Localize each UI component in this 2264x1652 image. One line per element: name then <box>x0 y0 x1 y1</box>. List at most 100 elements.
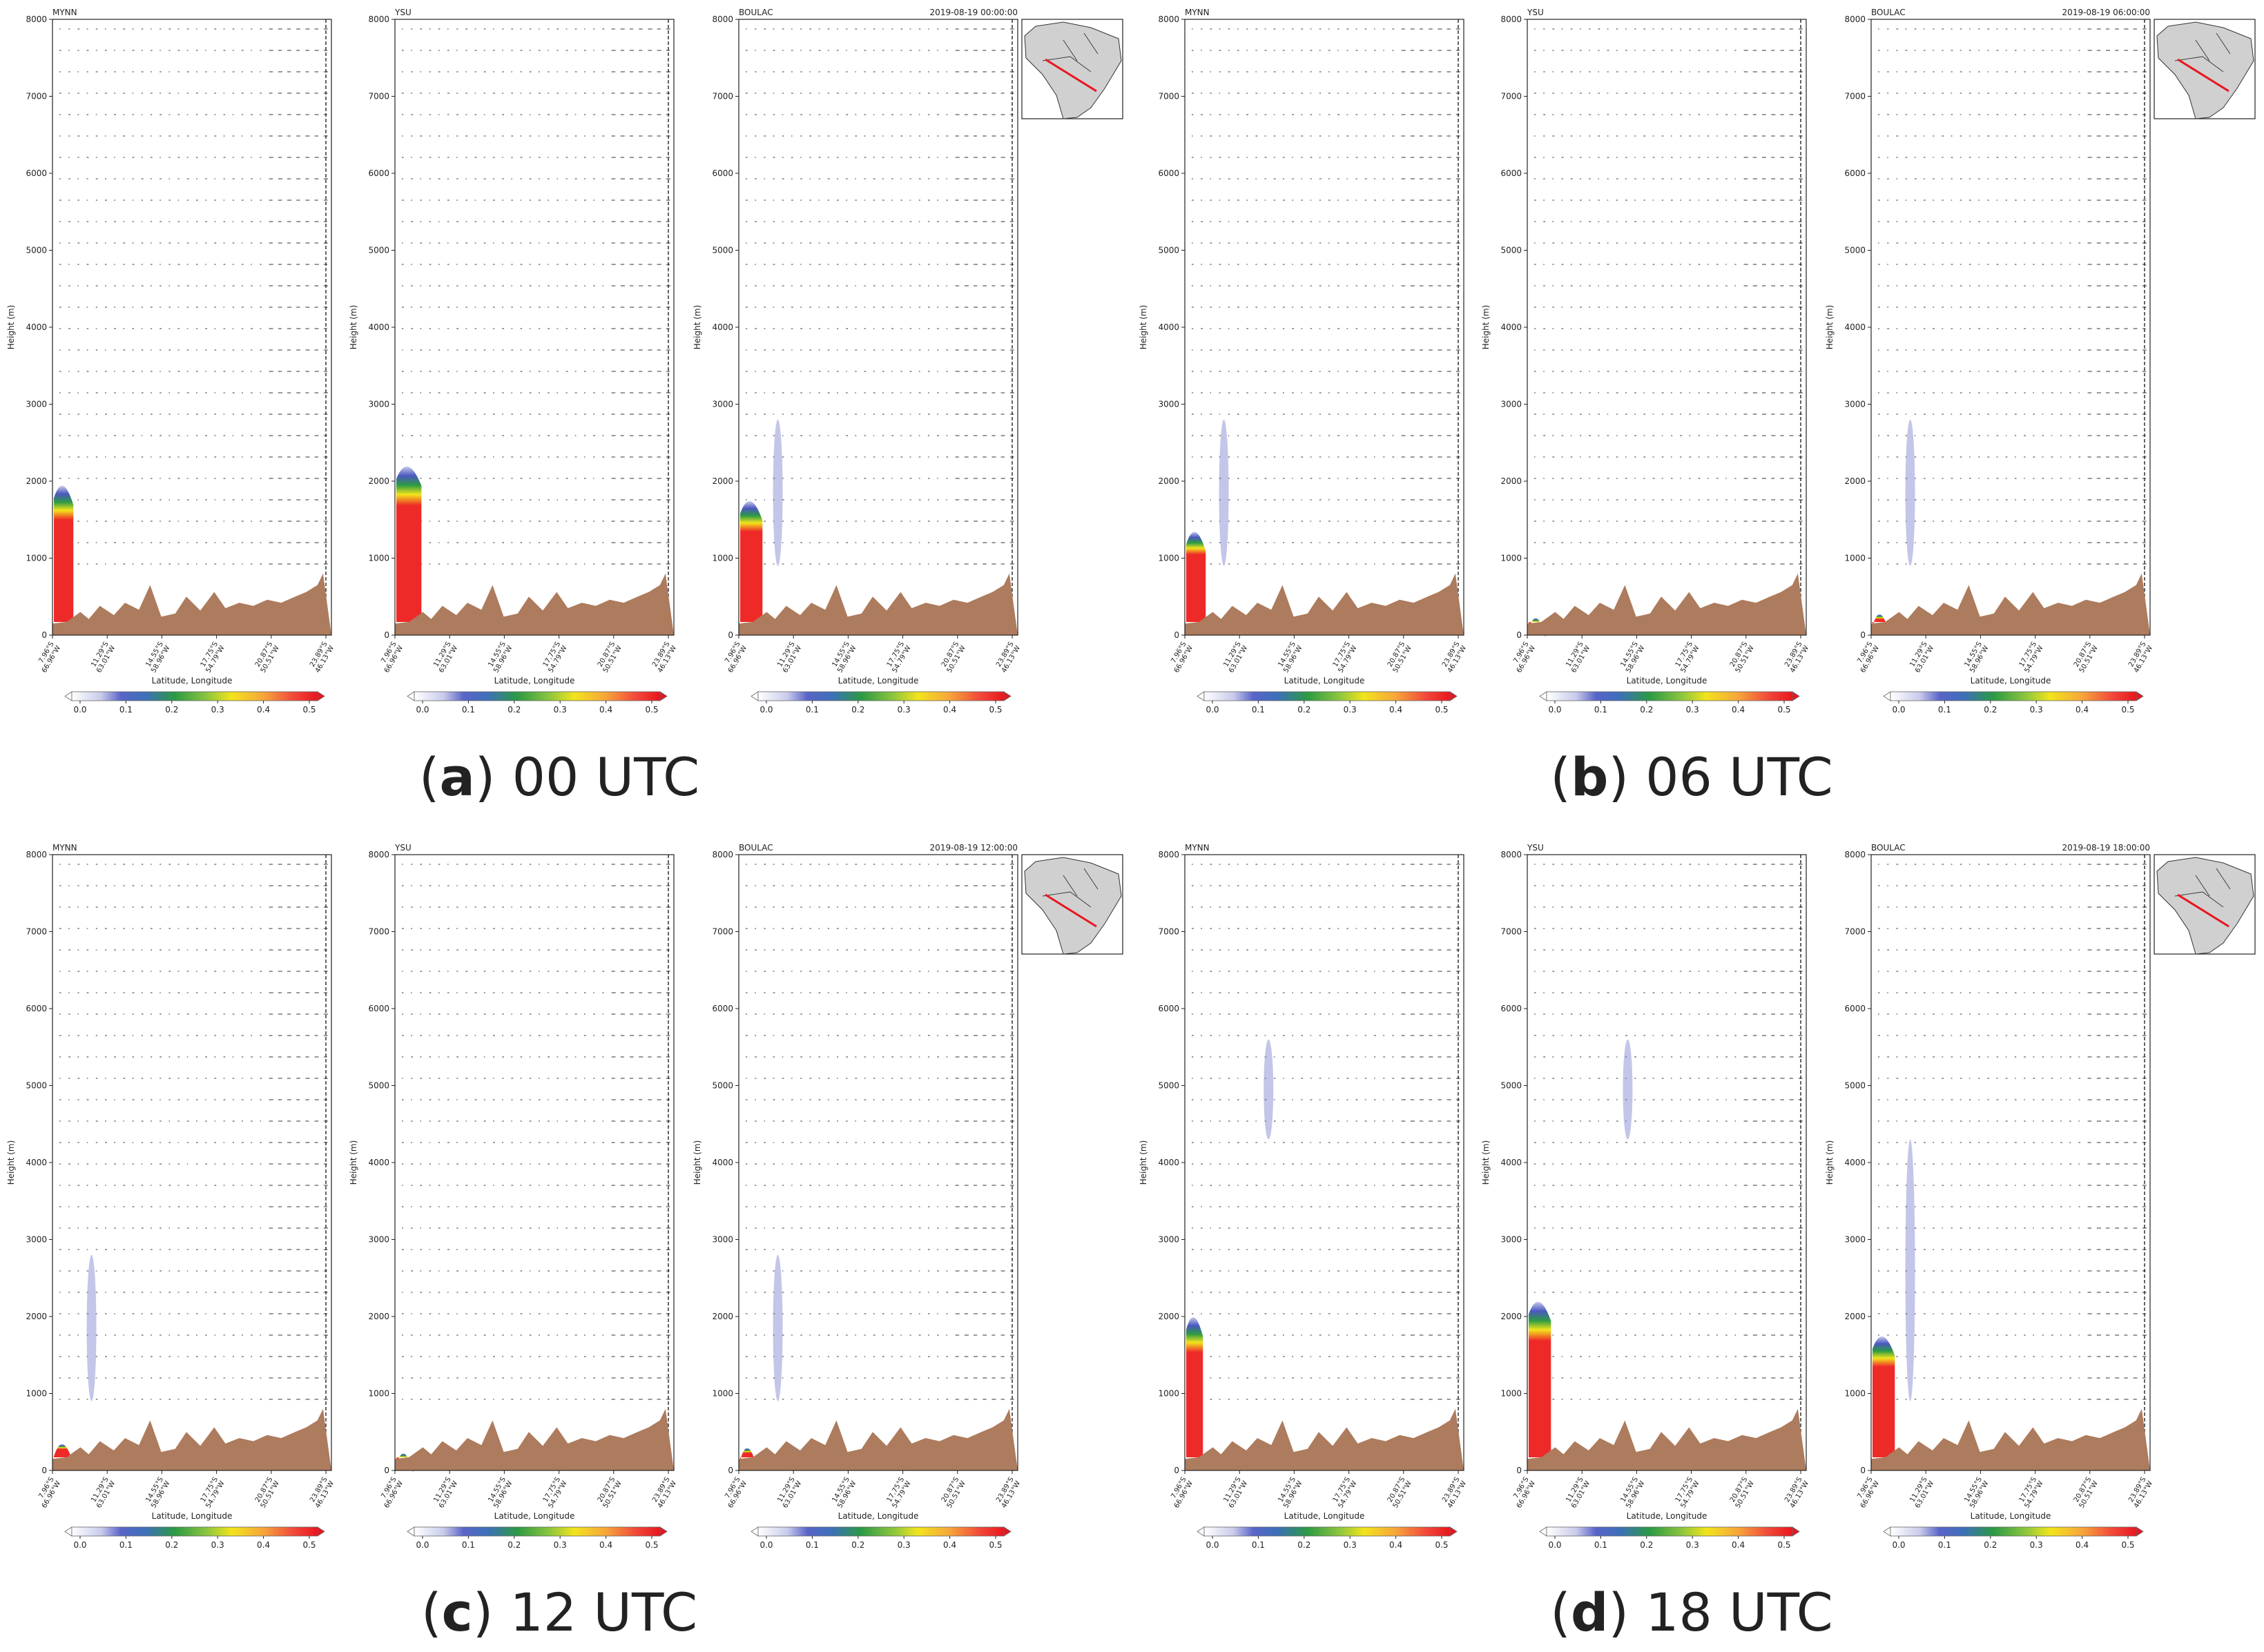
colorbar-under-arrow <box>64 691 72 701</box>
y-tick-label: 7000 <box>1158 92 1179 101</box>
colorbar-over-arrow <box>317 691 325 701</box>
x-tick-label: 14.55°S58.96°W <box>1618 641 1647 674</box>
colorbar-tick-label: 0.3 <box>554 705 567 715</box>
colorbar-tick-label: 0.1 <box>119 705 133 715</box>
colorbar-tick-label: 0.2 <box>851 705 864 715</box>
x-tick-label: 17.75°S54.79°W <box>541 641 569 674</box>
scheme-title: BOULAC <box>739 8 773 17</box>
y-tick-label: 4000 <box>1500 322 1522 332</box>
x-tick-label: 23.89°S46.13°W <box>1440 641 1468 674</box>
x-tick-label: 20.87°S50.51°W <box>1728 641 1756 674</box>
scheme-title: YSU <box>1527 8 1544 17</box>
x-tick-label: 7.96°S66.96°W <box>720 641 748 674</box>
y-tick-label: 2000 <box>712 476 733 486</box>
colorbar-gradient <box>1546 691 1793 701</box>
cross-section-panel: BOULAC 2019-08-19 00:00:00 0 1000 2000 3000 40… <box>693 8 1123 715</box>
y-tick-label: 6000 <box>368 168 389 178</box>
caption-letter: a <box>440 746 475 808</box>
colorbar-tick-label: 0.0 <box>1206 705 1219 715</box>
colorbar-tick-label: 0.2 <box>1640 705 1653 715</box>
x-axis-label: Latitude, Longitude <box>1627 676 1707 686</box>
x-tick-label: 23.89°S46.13°W <box>307 641 336 674</box>
x-tick-label: 23.89°S46.13°W <box>994 641 1022 674</box>
y-tick-label: 6000 <box>1158 168 1179 178</box>
y-tick-label: 4000 <box>1158 322 1179 332</box>
colorbar-over-arrow <box>1792 691 1800 701</box>
colorbar-tick-label: 0.0 <box>416 705 429 715</box>
colorbar-tick-label: 0.5 <box>645 705 658 715</box>
y-tick-label: 4000 <box>712 322 733 332</box>
y-tick-label: 0 <box>728 630 733 640</box>
x-axis-label: Latitude, Longitude <box>1284 676 1365 686</box>
x-tick-label: 7.96°S66.96°W <box>1509 641 1537 674</box>
x-tick-label: 14.55°S58.96°W <box>830 641 858 674</box>
colorbar-tick-label: 0.3 <box>211 705 224 715</box>
cross-section-panel: MYNN 0 1000 2000 3000 4000 5000 6000 7000 8000 Hei… <box>1139 8 1468 715</box>
y-axis: 0 1000 2000 3000 4000 5000 6000 7000 8000 Height … <box>1139 14 1185 640</box>
concentration-plume <box>1186 532 1206 623</box>
y-axis-label: Height (m) <box>6 305 16 350</box>
colorbar-gradient <box>71 691 318 701</box>
colorbar-tick-label: 0.5 <box>1777 705 1790 715</box>
y-tick-label: 7000 <box>1500 92 1522 101</box>
terrain-profile <box>52 573 331 635</box>
x-axis: 7.96°S66.96°W 11.29°S63.01°W 14.55°S58.96°… <box>1509 635 1810 686</box>
x-tick-label: 7.96°S66.96°W <box>34 641 62 674</box>
terrain-profile <box>739 573 1018 635</box>
y-tick-label: 6000 <box>712 168 733 178</box>
x-tick-label: 7.96°S66.96°W <box>1166 641 1194 674</box>
colorbar-under-arrow <box>751 691 759 701</box>
y-tick-label: 3000 <box>1500 400 1522 409</box>
caption-close-paren: ) <box>475 746 512 808</box>
colorbar-under-arrow <box>1539 691 1547 701</box>
elevated-plume <box>773 419 783 566</box>
y-tick-label: 5000 <box>368 246 389 255</box>
x-tick-label: 11.29°S63.01°W <box>89 641 117 674</box>
x-axis-label: Latitude, Longitude <box>152 676 233 686</box>
y-tick-label: 4000 <box>368 322 389 332</box>
x-tick-label: 11.29°S63.01°W <box>1564 641 1592 674</box>
colorbar: 0.0 0.1 0.2 0.3 0.4 0.5 <box>407 691 668 715</box>
y-tick-label: 7000 <box>26 92 47 101</box>
country-borders <box>1042 32 1099 72</box>
x-tick-label: 20.87°S50.51°W <box>939 641 967 674</box>
y-tick-label: 7000 <box>712 92 733 101</box>
scheme-title: MYNN <box>52 8 77 17</box>
y-tick-label: 3000 <box>26 400 47 409</box>
colorbar-gradient <box>1203 691 1451 701</box>
colorbar-over-arrow <box>1449 691 1458 701</box>
x-axis: 7.96°S66.96°W 11.29°S63.01°W 14.55°S58.96°… <box>380 635 678 686</box>
y-axis: 0 1000 2000 3000 4000 5000 6000 7000 8000 Height … <box>349 14 395 640</box>
y-tick-label: 8000 <box>1500 14 1522 24</box>
colorbar: 0.0 0.1 0.2 0.3 0.4 0.5 <box>1197 691 1458 715</box>
colorbar-tick-label: 0.2 <box>165 705 178 715</box>
x-axis: 7.96°S66.96°W 11.29°S63.01°W 14.55°S58.96°… <box>720 635 1022 686</box>
terrain-profile <box>395 573 674 635</box>
x-tick-label: 20.87°S50.51°W <box>595 641 623 674</box>
colorbar-tick-label: 0.5 <box>1435 705 1448 715</box>
y-tick-label: 3000 <box>712 400 733 409</box>
y-tick-label: 4000 <box>26 322 47 332</box>
colorbar-tick-label: 0.1 <box>1594 705 1607 715</box>
cross-section-panel: BOULAC 2019-08-19 06:00:00010002000300040… <box>1825 8 2256 715</box>
colorbar-tick-label: 0.5 <box>302 705 316 715</box>
y-tick-label: 8000 <box>368 14 389 24</box>
panel-group-a: MYNN 0 1000 2000 3000 4000 5000 6000 7000 8000 Hei… <box>6 8 1123 808</box>
y-tick-label: 5000 <box>1500 246 1522 255</box>
x-tick-label: 17.75°S54.79°W <box>884 641 913 674</box>
y-tick-label: 3000 <box>368 400 389 409</box>
y-tick-label: 1000 <box>1500 554 1522 563</box>
south-america-shape <box>1024 21 1122 119</box>
terrain-profile <box>1185 573 1464 635</box>
x-tick-label: 23.89°S46.13°W <box>1782 641 1810 674</box>
scheme-title: BOULAC <box>1871 8 1906 17</box>
colorbar-tick-label: 0.0 <box>759 705 773 715</box>
panel-caption: (a) 00 UTC <box>419 746 699 808</box>
colorbar-tick-label: 0.5 <box>989 705 1002 715</box>
colorbar-under-arrow <box>1197 691 1205 701</box>
y-tick-label: 2000 <box>1158 476 1179 486</box>
colorbar: 0.0 0.1 0.2 0.3 0.4 0.5 <box>64 691 325 715</box>
colorbar-tick-label: 0.4 <box>1389 705 1402 715</box>
y-tick-label: 7000 <box>368 92 389 101</box>
colorbar-over-arrow <box>659 691 668 701</box>
